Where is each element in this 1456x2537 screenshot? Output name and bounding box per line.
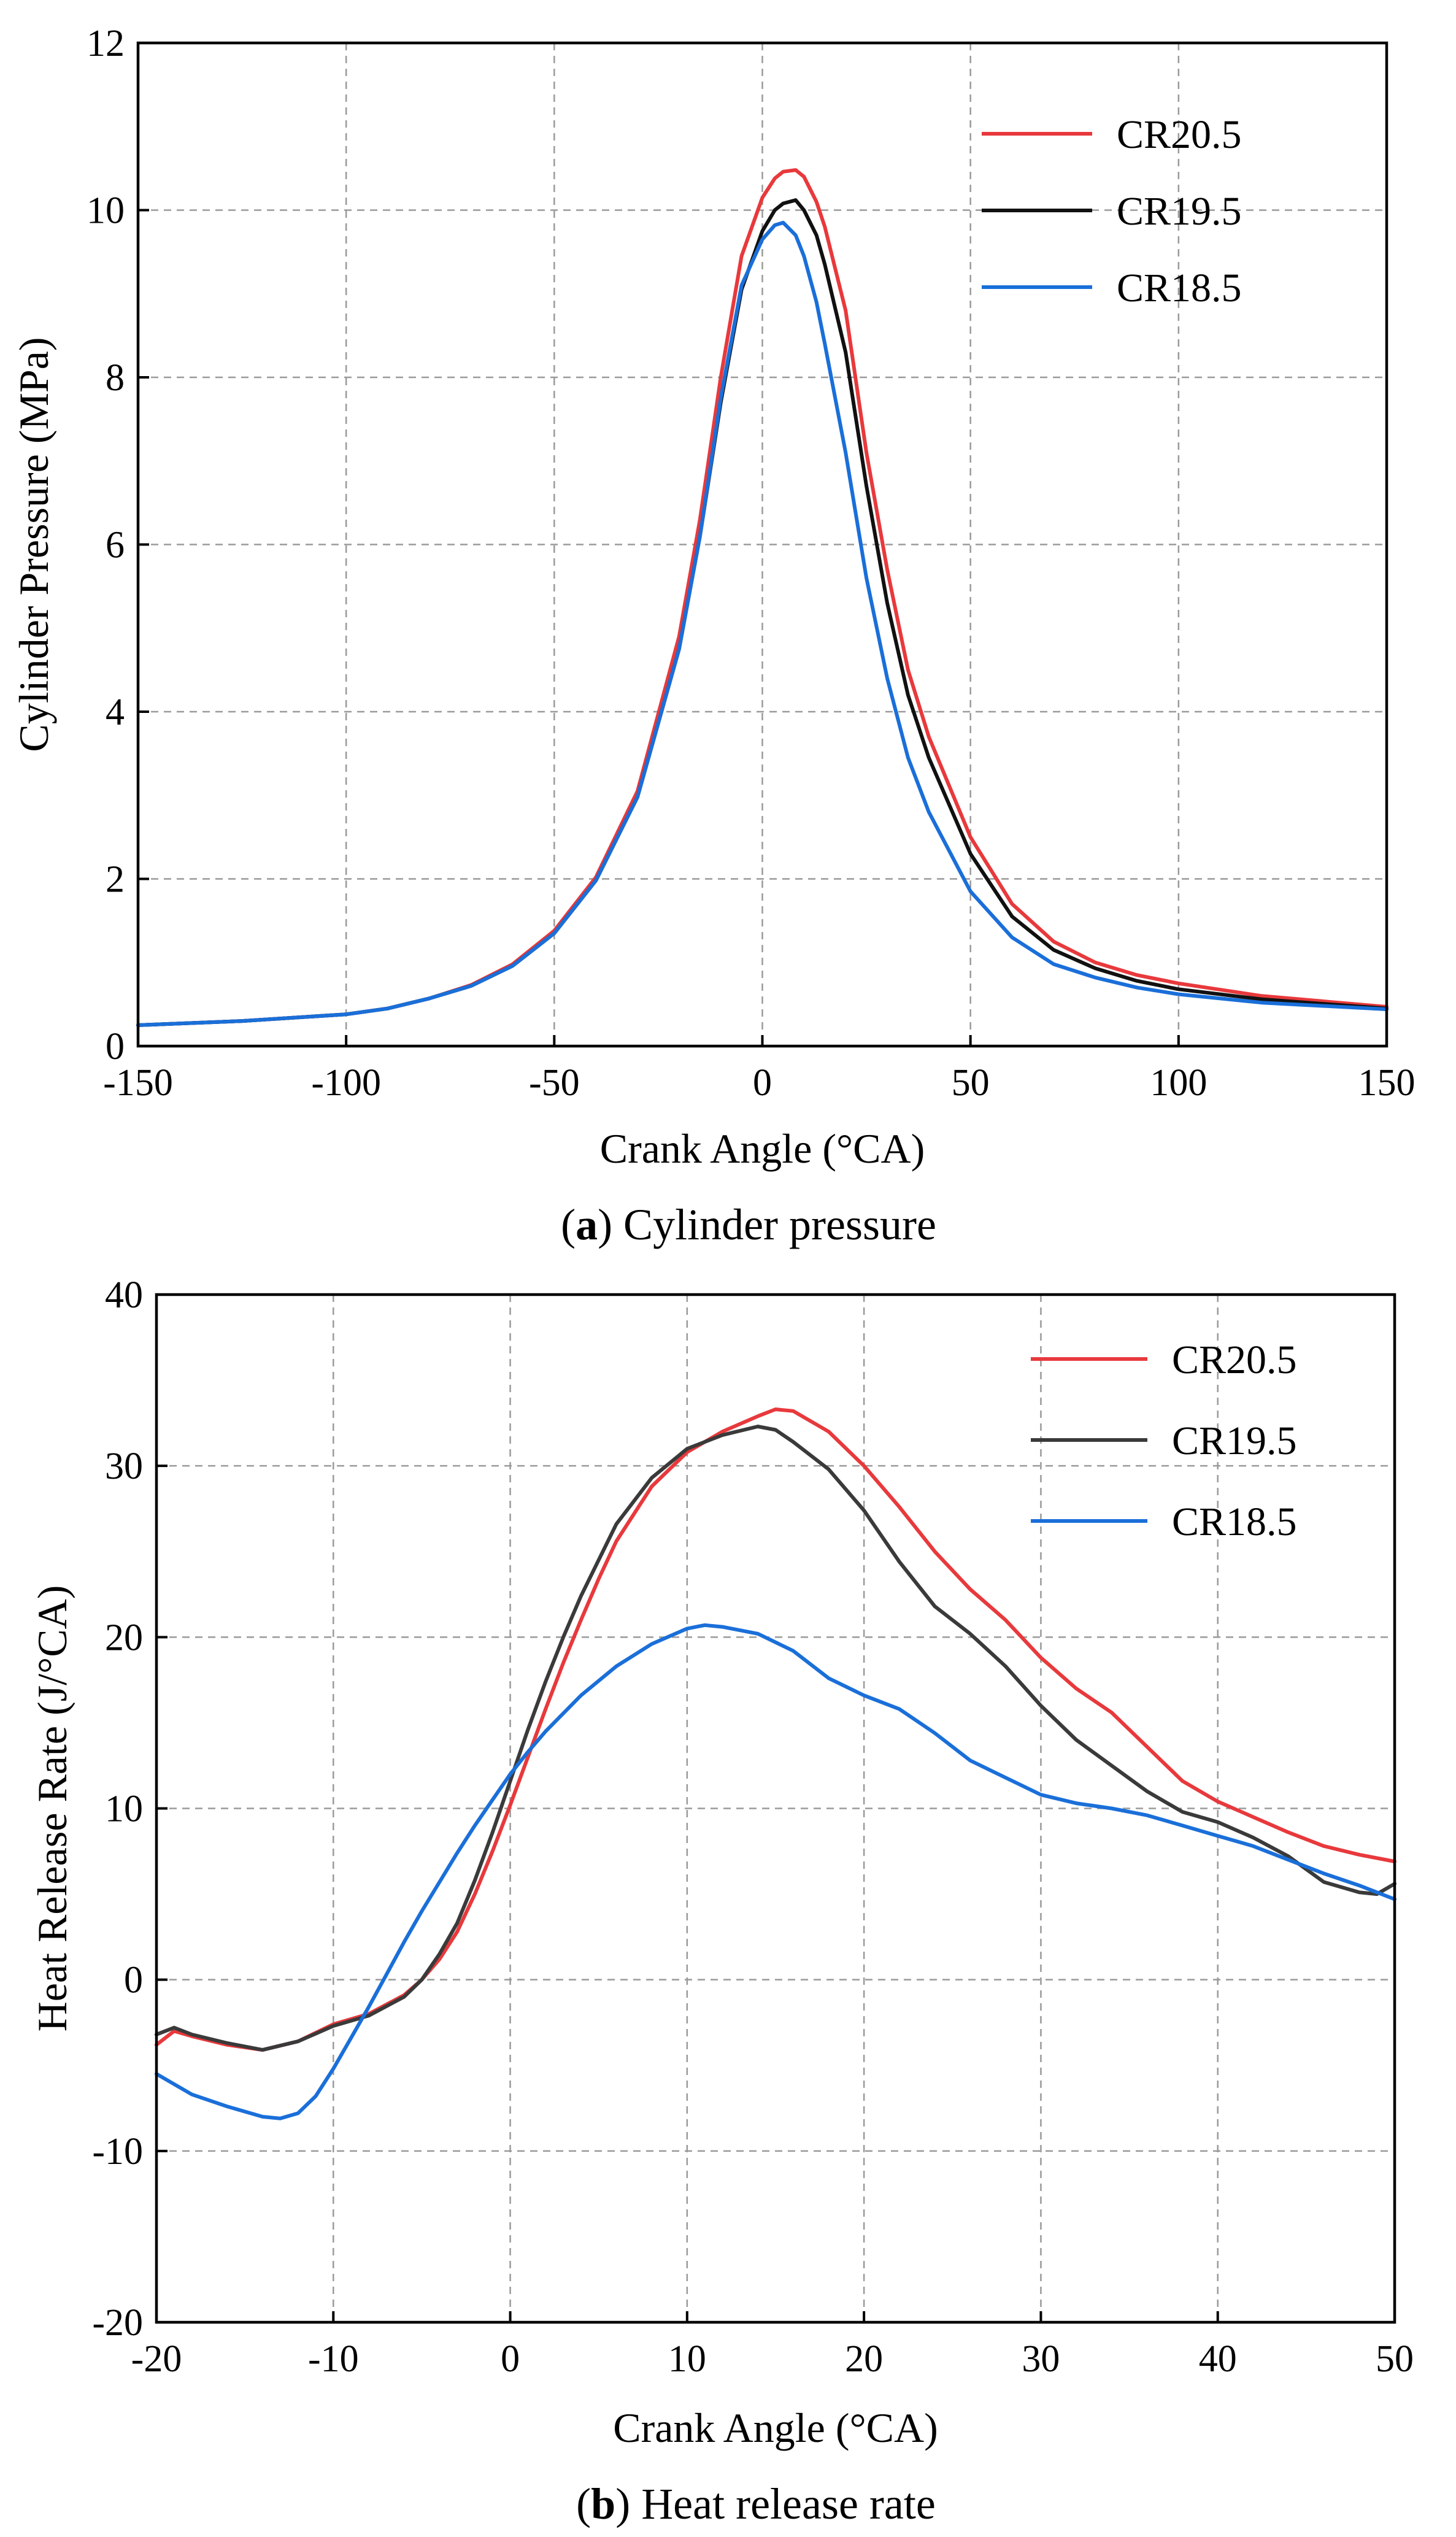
legend-label: CR20.5 (1117, 112, 1242, 157)
x-tick-label: 0 (501, 2338, 520, 2380)
y-tick-label: 0 (106, 1026, 125, 1068)
legend-label: CR19.5 (1117, 189, 1242, 234)
series-line-cr18-5 (136, 220, 1389, 1027)
x-tick-label: -20 (131, 2338, 182, 2380)
legend-label: CR20.5 (1172, 1338, 1297, 1382)
x-tick-label: 100 (1150, 1062, 1207, 1104)
legend: CR20.5 CR19.5 CR18.5 (982, 112, 1242, 310)
figure-caption: (b) Heat release rate (576, 2479, 936, 2528)
y-tick-label: 40 (105, 1274, 143, 1316)
legend: CR20.5 CR19.5 CR18.5 (1031, 1338, 1297, 1544)
x-tick-label: 50 (952, 1062, 990, 1104)
y-tick-label: 10 (105, 1788, 143, 1830)
legend-label: CR18.5 (1117, 266, 1242, 310)
y-tick-label: 8 (106, 357, 125, 399)
y-axis-label: Cylinder Pressure (MPa) (10, 337, 57, 752)
x-tick-label: 30 (1022, 2338, 1060, 2380)
y-axis-label: Heat Release Rate (J/°CA) (29, 1585, 75, 2032)
chart-cylinder-pressure: -150 -100 -50 0 50 100 150 0 2 4 6 8 10 12 Crank Angle… (10, 23, 1416, 1249)
y-tick-label: 6 (106, 525, 125, 566)
x-tick-label: 150 (1358, 1062, 1416, 1104)
x-axis-label: Crank Angle (°CA) (600, 1125, 925, 1172)
series-line-cr18-5 (155, 1623, 1396, 2120)
y-tick-label: 2 (106, 859, 125, 901)
y-tick-label: 10 (87, 190, 125, 232)
y-tick-label: 12 (87, 23, 125, 64)
x-tick-label: 10 (668, 2338, 706, 2380)
legend-label: CR18.5 (1172, 1499, 1297, 1544)
y-tick-label: 30 (105, 1446, 143, 1487)
y-tick-label: 4 (106, 691, 125, 733)
figure-caption: (a) Cylinder pressure (561, 1200, 936, 1249)
caption-label: a (576, 1200, 598, 1249)
y-tick-label: -10 (92, 2131, 143, 2173)
chart-heat-release-rate: -20 -10 0 10 20 30 40 50 -20 -10 0 10 20 30 40 Crank An… (29, 1274, 1414, 2528)
x-tick-label: -100 (311, 1062, 381, 1104)
x-tick-label: -10 (308, 2338, 359, 2380)
x-tick-label: 40 (1199, 2338, 1237, 2380)
caption-text: Heat release rate (641, 2479, 936, 2528)
x-tick-label: -50 (529, 1062, 580, 1104)
caption-text: Cylinder pressure (623, 1200, 936, 1249)
y-tick-label: 0 (124, 1960, 143, 2001)
legend-label: CR19.5 (1172, 1419, 1297, 1463)
y-tick-label: -20 (92, 2302, 143, 2344)
grid (156, 1295, 1395, 2322)
series-line-cr19-5 (155, 1425, 1396, 2052)
x-axis-label: Crank Angle (°CA) (613, 2404, 938, 2451)
x-tick-label: 0 (753, 1062, 772, 1104)
x-tick-label: 20 (845, 2338, 883, 2380)
x-tick-label: 50 (1376, 2338, 1414, 2380)
caption-label: b (591, 2479, 615, 2528)
grid (138, 43, 1387, 1046)
y-tick-label: 20 (105, 1617, 143, 1658)
x-tick-label: -150 (103, 1062, 173, 1104)
